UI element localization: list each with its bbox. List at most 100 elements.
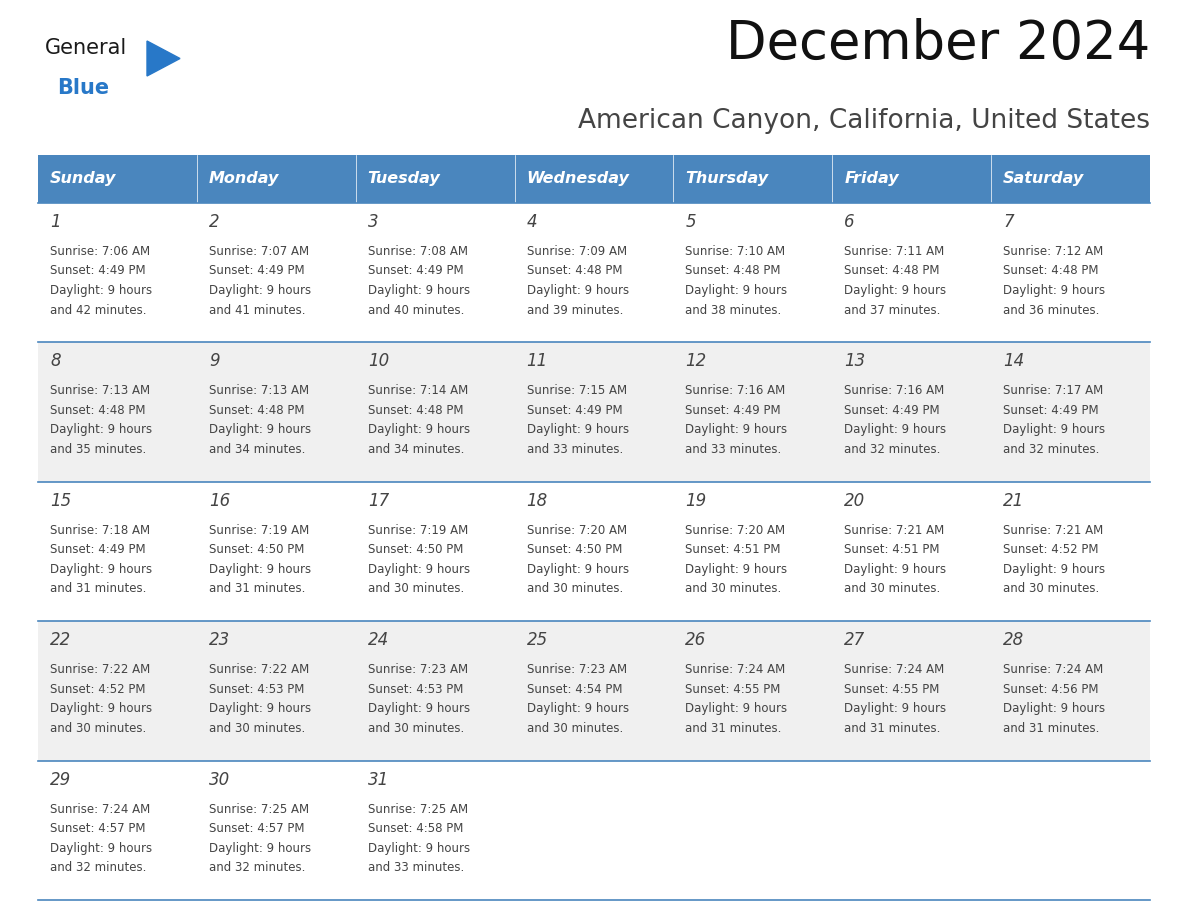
- Text: Sunrise: 7:24 AM: Sunrise: 7:24 AM: [845, 663, 944, 677]
- Text: and 42 minutes.: and 42 minutes.: [50, 304, 146, 317]
- Text: Monday: Monday: [209, 172, 279, 186]
- Text: Daylight: 9 hours: Daylight: 9 hours: [1003, 284, 1105, 297]
- Text: and 30 minutes.: and 30 minutes.: [685, 582, 782, 595]
- Text: Sunset: 4:49 PM: Sunset: 4:49 PM: [1003, 404, 1099, 417]
- Text: Sunrise: 7:15 AM: Sunrise: 7:15 AM: [526, 385, 627, 397]
- Text: and 38 minutes.: and 38 minutes.: [685, 304, 782, 317]
- Text: Sunrise: 7:21 AM: Sunrise: 7:21 AM: [1003, 524, 1104, 537]
- Text: and 31 minutes.: and 31 minutes.: [209, 582, 305, 595]
- Text: Sunset: 4:49 PM: Sunset: 4:49 PM: [685, 404, 781, 417]
- Text: Thursday: Thursday: [685, 172, 769, 186]
- Text: and 30 minutes.: and 30 minutes.: [368, 722, 465, 734]
- Text: and 36 minutes.: and 36 minutes.: [1003, 304, 1100, 317]
- Text: Sunrise: 7:13 AM: Sunrise: 7:13 AM: [209, 385, 309, 397]
- Text: 27: 27: [845, 632, 866, 649]
- Text: and 31 minutes.: and 31 minutes.: [50, 582, 146, 595]
- Text: Sunrise: 7:07 AM: Sunrise: 7:07 AM: [209, 245, 309, 258]
- Text: and 32 minutes.: and 32 minutes.: [1003, 442, 1100, 456]
- Text: Daylight: 9 hours: Daylight: 9 hours: [526, 563, 628, 576]
- Text: Daylight: 9 hours: Daylight: 9 hours: [50, 702, 152, 715]
- Text: Sunset: 4:50 PM: Sunset: 4:50 PM: [368, 543, 463, 556]
- Text: and 30 minutes.: and 30 minutes.: [526, 722, 623, 734]
- Text: 12: 12: [685, 353, 707, 370]
- Text: and 35 minutes.: and 35 minutes.: [50, 442, 146, 456]
- Text: Daylight: 9 hours: Daylight: 9 hours: [1003, 423, 1105, 436]
- Text: and 37 minutes.: and 37 minutes.: [845, 304, 941, 317]
- Text: Sunrise: 7:20 AM: Sunrise: 7:20 AM: [526, 524, 627, 537]
- Text: Sunrise: 7:16 AM: Sunrise: 7:16 AM: [685, 385, 785, 397]
- Text: Daylight: 9 hours: Daylight: 9 hours: [368, 284, 469, 297]
- Text: Sunrise: 7:12 AM: Sunrise: 7:12 AM: [1003, 245, 1104, 258]
- Text: Daylight: 9 hours: Daylight: 9 hours: [209, 284, 311, 297]
- Text: 11: 11: [526, 353, 548, 370]
- Text: Blue: Blue: [57, 78, 109, 98]
- Text: 31: 31: [368, 770, 388, 789]
- Text: Sunrise: 7:23 AM: Sunrise: 7:23 AM: [368, 663, 468, 677]
- Bar: [355, 155, 514, 203]
- Text: and 31 minutes.: and 31 minutes.: [1003, 722, 1100, 734]
- Text: Sunset: 4:49 PM: Sunset: 4:49 PM: [50, 543, 146, 556]
- Text: 5: 5: [685, 213, 696, 231]
- Text: Daylight: 9 hours: Daylight: 9 hours: [685, 423, 788, 436]
- Text: Daylight: 9 hours: Daylight: 9 hours: [1003, 563, 1105, 576]
- Text: Daylight: 9 hours: Daylight: 9 hours: [845, 563, 947, 576]
- Text: Sunrise: 7:09 AM: Sunrise: 7:09 AM: [526, 245, 627, 258]
- Text: Sunrise: 7:25 AM: Sunrise: 7:25 AM: [209, 802, 309, 815]
- Text: Sunrise: 7:06 AM: Sunrise: 7:06 AM: [50, 245, 150, 258]
- Text: and 34 minutes.: and 34 minutes.: [209, 442, 305, 456]
- Text: Sunset: 4:55 PM: Sunset: 4:55 PM: [845, 683, 940, 696]
- Text: 13: 13: [845, 353, 866, 370]
- Text: 15: 15: [50, 492, 71, 509]
- Text: December 2024: December 2024: [726, 18, 1150, 70]
- Text: Sunrise: 7:17 AM: Sunrise: 7:17 AM: [1003, 385, 1104, 397]
- Text: 17: 17: [368, 492, 388, 509]
- Text: Daylight: 9 hours: Daylight: 9 hours: [845, 423, 947, 436]
- Text: Sunset: 4:58 PM: Sunset: 4:58 PM: [368, 823, 463, 835]
- Text: 3: 3: [368, 213, 378, 231]
- Text: and 32 minutes.: and 32 minutes.: [845, 442, 941, 456]
- Text: Sunset: 4:49 PM: Sunset: 4:49 PM: [845, 404, 940, 417]
- Text: Daylight: 9 hours: Daylight: 9 hours: [1003, 702, 1105, 715]
- Text: 10: 10: [368, 353, 388, 370]
- Text: Sunset: 4:48 PM: Sunset: 4:48 PM: [845, 264, 940, 277]
- Bar: [991, 155, 1150, 203]
- Text: and 30 minutes.: and 30 minutes.: [50, 722, 146, 734]
- Text: Daylight: 9 hours: Daylight: 9 hours: [526, 702, 628, 715]
- Text: Friday: Friday: [845, 172, 899, 186]
- Text: 2: 2: [209, 213, 220, 231]
- Text: Sunset: 4:53 PM: Sunset: 4:53 PM: [368, 683, 463, 696]
- Text: and 33 minutes.: and 33 minutes.: [368, 861, 465, 874]
- Bar: [38, 203, 1150, 342]
- Text: Sunrise: 7:10 AM: Sunrise: 7:10 AM: [685, 245, 785, 258]
- Text: 16: 16: [209, 492, 230, 509]
- Bar: [38, 155, 197, 203]
- Bar: [38, 342, 1150, 482]
- Text: Daylight: 9 hours: Daylight: 9 hours: [368, 563, 469, 576]
- Text: Sunset: 4:49 PM: Sunset: 4:49 PM: [50, 264, 146, 277]
- Text: 20: 20: [845, 492, 866, 509]
- Text: Sunday: Sunday: [50, 172, 116, 186]
- Text: Sunrise: 7:19 AM: Sunrise: 7:19 AM: [368, 524, 468, 537]
- Polygon shape: [147, 41, 181, 76]
- Text: Sunset: 4:52 PM: Sunset: 4:52 PM: [1003, 543, 1099, 556]
- Text: Sunrise: 7:16 AM: Sunrise: 7:16 AM: [845, 385, 944, 397]
- Text: Sunrise: 7:23 AM: Sunrise: 7:23 AM: [526, 663, 627, 677]
- Text: Sunset: 4:48 PM: Sunset: 4:48 PM: [526, 264, 623, 277]
- Text: Daylight: 9 hours: Daylight: 9 hours: [526, 423, 628, 436]
- Text: Sunrise: 7:21 AM: Sunrise: 7:21 AM: [845, 524, 944, 537]
- Text: Sunset: 4:48 PM: Sunset: 4:48 PM: [368, 404, 463, 417]
- Text: 1: 1: [50, 213, 61, 231]
- Text: Daylight: 9 hours: Daylight: 9 hours: [368, 702, 469, 715]
- Text: and 31 minutes.: and 31 minutes.: [685, 722, 782, 734]
- Bar: [38, 621, 1150, 761]
- Text: Daylight: 9 hours: Daylight: 9 hours: [209, 563, 311, 576]
- Text: Daylight: 9 hours: Daylight: 9 hours: [50, 423, 152, 436]
- Text: Sunrise: 7:11 AM: Sunrise: 7:11 AM: [845, 245, 944, 258]
- Text: Sunset: 4:56 PM: Sunset: 4:56 PM: [1003, 683, 1099, 696]
- Text: 8: 8: [50, 353, 61, 370]
- Text: American Canyon, California, United States: American Canyon, California, United Stat…: [579, 108, 1150, 134]
- Text: and 30 minutes.: and 30 minutes.: [209, 722, 305, 734]
- Text: 14: 14: [1003, 353, 1024, 370]
- Text: General: General: [45, 38, 127, 58]
- Text: 4: 4: [526, 213, 537, 231]
